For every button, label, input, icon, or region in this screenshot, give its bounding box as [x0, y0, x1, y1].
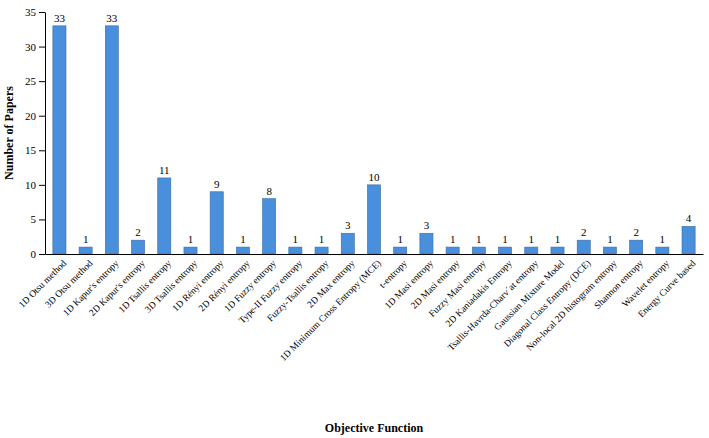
bar [236, 247, 249, 254]
plot: 0 5 10 15 20 25 30 35 1D Otsu method3D Otsu meth… [17, 6, 704, 364]
y-tick: 0 [31, 248, 46, 260]
bar [53, 26, 66, 254]
y-tick-label: 0 [31, 248, 37, 260]
y-tick-mark [39, 185, 45, 186]
bar [551, 247, 564, 254]
bar [367, 185, 380, 254]
data-label: 1 [450, 233, 456, 245]
y-tick: 20 [25, 110, 45, 122]
bar [472, 247, 485, 254]
chart: 0 5 10 15 20 25 30 35 1D Otsu method3D Otsu meth… [0, 0, 709, 438]
data-label: 9 [214, 178, 220, 190]
x-axis-line [46, 254, 704, 255]
bar [158, 178, 171, 254]
bar [289, 247, 302, 254]
bar [656, 247, 669, 254]
y-axis: 0 5 10 15 20 25 30 35 [25, 6, 46, 260]
bar [105, 26, 118, 254]
y-tick-mark [39, 47, 45, 48]
bar [394, 247, 407, 254]
x-tick-label: 1D Minimum Cross Entropy (MCE) [278, 258, 384, 364]
data-label: 1 [188, 233, 194, 245]
y-tick-label: 25 [25, 75, 37, 87]
data-label: 1 [319, 233, 325, 245]
y-tick: 10 [25, 179, 45, 191]
y-tick-mark [39, 116, 45, 117]
bar [446, 247, 459, 254]
bar [499, 247, 512, 254]
y-tick-mark [39, 254, 45, 255]
data-label: 2 [633, 226, 639, 238]
y-axis-line [45, 13, 46, 255]
x-tick: 2D Max entropy [305, 254, 357, 310]
x-tick: Shannon entropy [592, 254, 645, 311]
data-label: 1 [240, 233, 246, 245]
data-label: 11 [159, 164, 170, 176]
y-tick-label: 15 [25, 144, 37, 156]
data-label: 3 [345, 219, 351, 231]
y-tick: 5 [31, 213, 46, 225]
x-tick: Energy Curve based [636, 254, 698, 320]
data-label: 1 [476, 233, 482, 245]
x-axis: 1D Otsu method3D Otsu method1D Kapur's e… [17, 254, 704, 364]
bar [577, 240, 590, 254]
bar [420, 233, 433, 254]
data-label: 2 [581, 226, 587, 238]
y-tick: 30 [25, 41, 45, 53]
x-tick: 1D Otsu method [17, 254, 69, 310]
bars [53, 26, 695, 254]
y-tick-label: 35 [25, 6, 37, 18]
bar [315, 247, 328, 254]
data-label: 1 [83, 233, 89, 245]
x-tick: Wavelet entropy [620, 254, 671, 309]
y-tick-label: 10 [25, 179, 37, 191]
bar [184, 247, 197, 254]
y-tick-label: 30 [25, 41, 37, 53]
data-labels: 33133211191811310131111121214 [54, 12, 692, 245]
y-tick-mark [39, 12, 45, 13]
y-tick-mark [39, 150, 45, 151]
data-label: 1 [397, 233, 403, 245]
data-label: 1 [660, 233, 666, 245]
data-label: 8 [266, 185, 272, 197]
bar [210, 192, 223, 254]
bar [630, 240, 643, 254]
y-tick-mark [39, 81, 45, 82]
y-tick-label: 5 [31, 213, 37, 225]
x-axis-title: Objective Function [325, 421, 424, 435]
data-label: 4 [686, 212, 692, 224]
bar [132, 240, 145, 254]
bar [682, 226, 695, 254]
data-label: 3 [424, 219, 430, 231]
y-axis-title: Number of Papers [2, 86, 16, 180]
bar [525, 247, 538, 254]
bar [603, 247, 616, 254]
y-tick-mark [39, 219, 45, 220]
bar [341, 233, 354, 254]
y-tick: 25 [25, 75, 45, 87]
x-tick: 3D Otsu method [43, 254, 95, 310]
bar [79, 247, 92, 254]
x-tick-label: Energy Curve based [636, 258, 698, 320]
data-label: 1 [502, 233, 508, 245]
data-label: 1 [293, 233, 299, 245]
y-tick: 35 [25, 6, 45, 18]
y-tick: 15 [25, 144, 45, 156]
data-label: 33 [54, 12, 66, 24]
data-label: 10 [369, 171, 381, 183]
data-label: 2 [135, 226, 141, 238]
data-label: 1 [555, 233, 561, 245]
data-label: 1 [529, 233, 535, 245]
data-label: 33 [106, 12, 118, 24]
data-label: 1 [607, 233, 613, 245]
y-tick-label: 20 [25, 110, 37, 122]
bar [263, 199, 276, 254]
x-tick: 1D Minimum Cross Entropy (MCE) [278, 254, 384, 364]
